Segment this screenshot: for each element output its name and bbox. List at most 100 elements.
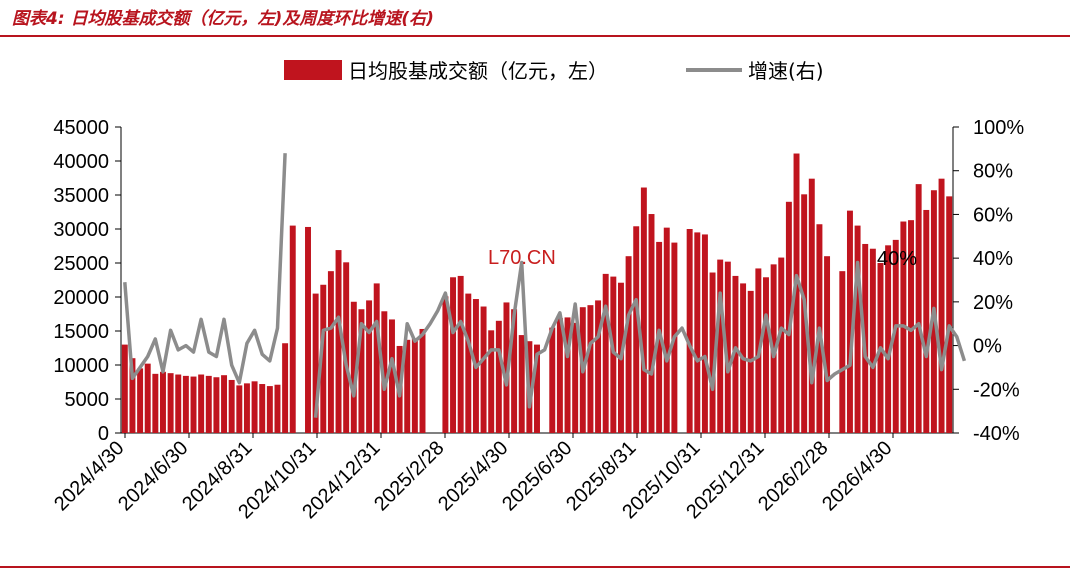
bar <box>205 375 212 433</box>
bar <box>366 300 373 433</box>
bar <box>465 293 472 433</box>
bottom-rule <box>0 566 1070 568</box>
bar <box>839 271 846 433</box>
bar <box>419 328 426 433</box>
bar <box>236 385 243 433</box>
figure-title-text: 日均股基成交额（亿元，左)及周度环比增速(右) <box>70 9 434 29</box>
bar <box>335 250 342 433</box>
bar <box>152 373 159 433</box>
bar <box>488 330 495 433</box>
bar <box>442 296 449 433</box>
bar <box>389 319 395 433</box>
bar <box>923 209 930 433</box>
figure-header: 图表4: 日均股基成交额（亿元，左)及周度环比增速(右) <box>0 0 1070 34</box>
y-right-tick-label: 100% <box>973 117 1024 139</box>
bar <box>327 271 334 433</box>
bar <box>343 262 350 433</box>
bar <box>160 371 166 433</box>
y-left-tick-label: 25000 <box>53 253 109 275</box>
y-left-tick-label: 20000 <box>53 287 109 309</box>
bar <box>663 227 670 433</box>
bar <box>411 338 418 433</box>
bar <box>175 374 182 433</box>
bar <box>312 293 319 433</box>
y-right-tick-label: 20% <box>973 292 1013 314</box>
y-left-tick-label: 35000 <box>53 185 109 207</box>
y-left-tick-label: 45000 <box>53 117 109 139</box>
bar <box>709 272 716 433</box>
bar <box>556 318 563 433</box>
bar <box>648 214 655 433</box>
bar <box>373 283 380 433</box>
y-right-tick-label: -20% <box>973 379 1020 401</box>
bar <box>892 239 899 433</box>
bar <box>350 301 357 433</box>
bar <box>938 178 945 433</box>
growth-series <box>123 153 967 418</box>
bar <box>450 277 457 433</box>
bar <box>602 273 609 433</box>
bar <box>572 322 579 433</box>
watermark-text: L70.CN <box>488 247 556 269</box>
bar <box>885 245 892 433</box>
y-left-tick-label: 30000 <box>53 219 109 241</box>
legend: 日均股基成交额（亿元，左） 增速(右) <box>284 59 824 83</box>
bar <box>625 256 632 433</box>
bar <box>259 384 266 433</box>
y-right-tick-label: 40% <box>973 248 1013 270</box>
y-right-tick-label: 60% <box>973 204 1013 226</box>
bar <box>534 344 540 433</box>
bar <box>137 368 144 433</box>
bar <box>457 275 464 433</box>
bar <box>228 379 235 433</box>
bar <box>785 201 792 433</box>
bar <box>717 259 724 433</box>
axes: 45000 40000 35000 30000 25000 20000 15000 10000… <box>53 117 1024 445</box>
y-left-tick-label: 40000 <box>53 151 109 173</box>
bar <box>305 226 311 433</box>
legend-bar-swatch <box>284 60 342 80</box>
bar <box>633 226 640 433</box>
bar <box>824 256 831 433</box>
y-right-tick-label: 0% <box>973 336 1002 358</box>
bar <box>243 383 250 433</box>
figure-label: 图表4: <box>12 9 65 29</box>
bar <box>495 320 502 433</box>
bar <box>190 376 197 433</box>
bar <box>518 335 525 433</box>
legend-line-label: 增速(右) <box>748 59 824 83</box>
growth-line <box>123 153 287 385</box>
bar <box>251 381 258 433</box>
bar <box>686 229 693 433</box>
y-right-tick-label-overlay: 40% <box>877 248 917 270</box>
bar <box>320 284 327 433</box>
bar <box>549 327 556 433</box>
figure-title: 图表4: 日均股基成交额（亿元，左)及周度环比增速(右) <box>12 4 434 29</box>
bar <box>358 309 365 433</box>
bar <box>381 311 388 433</box>
bar <box>587 305 594 433</box>
bar <box>915 184 922 433</box>
x-tick-label: 2026/4/30 <box>818 437 896 515</box>
bar <box>946 196 953 433</box>
growth-line <box>313 260 967 418</box>
y-left-tick-label: 5000 <box>65 389 110 411</box>
bar <box>763 277 769 433</box>
bar <box>846 210 853 433</box>
bar <box>808 178 815 433</box>
bar <box>266 386 273 433</box>
bar <box>198 374 205 433</box>
bar <box>610 276 617 433</box>
legend-bar-label: 日均股基成交额（亿元，左） <box>348 59 608 83</box>
bar <box>129 358 136 433</box>
bar <box>182 375 189 433</box>
y-left-tick-label: 15000 <box>53 321 109 343</box>
bar <box>732 275 739 433</box>
bar-series <box>121 153 953 433</box>
bar <box>564 317 571 433</box>
bar <box>724 261 731 433</box>
bar <box>869 248 876 433</box>
title-rule <box>0 35 1070 37</box>
bar <box>213 377 220 433</box>
